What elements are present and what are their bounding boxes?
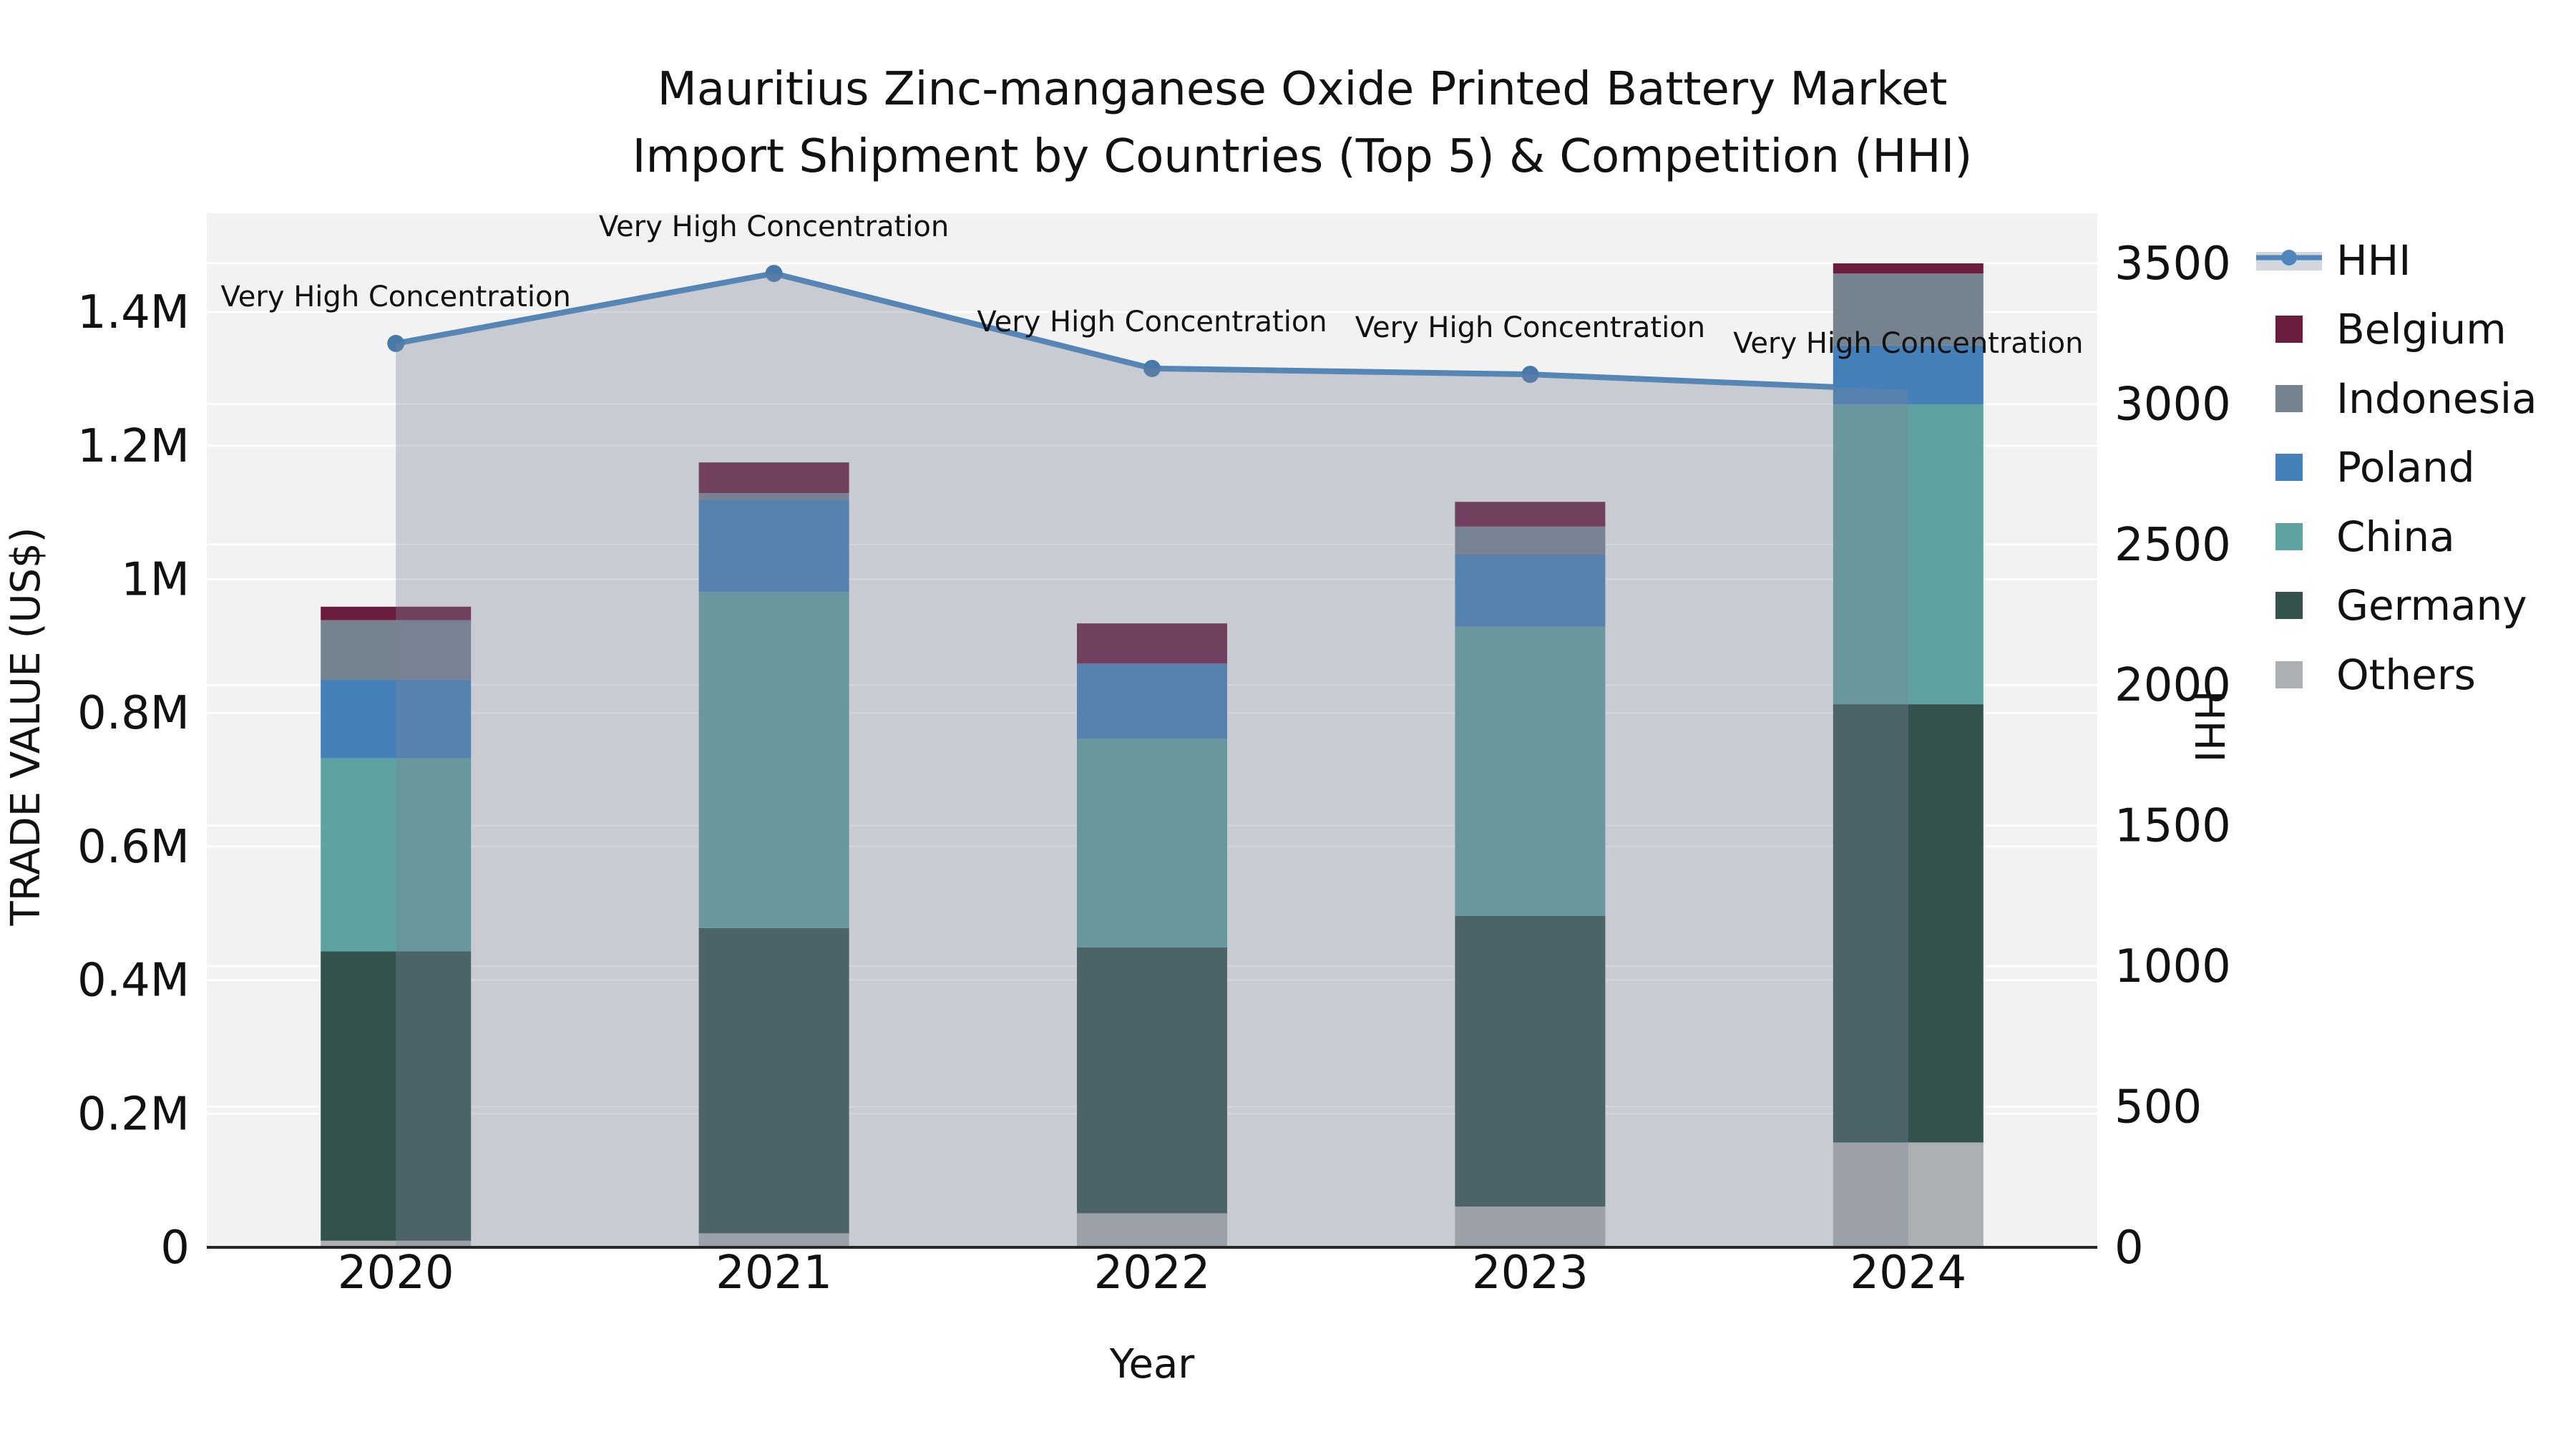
x-axis-label: Year [1109, 1341, 1196, 1388]
legend-label-hhi: HHI [2336, 236, 2411, 285]
y-left-tick-label: 1.2M [77, 420, 190, 473]
bar-segment-china-2023 [1455, 626, 1606, 917]
hhi-area-group [396, 273, 1908, 1248]
legend-swatch-indonesia [2275, 385, 2303, 412]
bar-segment-others-2024 [1833, 1142, 1984, 1247]
legend-item-germany: Germany [2275, 581, 2527, 630]
bar-segment-indonesia-2024 [1833, 273, 1984, 346]
annotation-2021: Very High Concentration [599, 210, 949, 243]
bar-segment-others-2022 [1077, 1213, 1227, 1247]
legend-item-indonesia: Indonesia [2275, 374, 2537, 423]
bars-group [321, 263, 1984, 1247]
bar-segment-china-2021 [698, 592, 849, 928]
x-tick-label: 2022 [1094, 1247, 1211, 1300]
y-left-tick-label: 0.2M [77, 1088, 190, 1141]
bar-segment-poland-2020 [321, 679, 472, 759]
bar-segment-germany-2022 [1077, 947, 1227, 1214]
y-right-tick-label: 2500 [2114, 519, 2231, 572]
hhi-marker-2020 [387, 334, 405, 352]
bar-segment-germany-2020 [321, 951, 472, 1241]
bar-segment-poland-2023 [1455, 554, 1606, 627]
bar-segment-indonesia-2020 [321, 620, 472, 680]
legend-item-others: Others [2275, 651, 2476, 699]
hhi-marker-2022 [1143, 359, 1161, 377]
bar-segment-others-2021 [698, 1233, 849, 1247]
y-left-axis-label: TRADE VALUE (US$) [3, 527, 49, 927]
x-tick-label: 2020 [338, 1247, 454, 1300]
legend-swatch-belgium [2275, 316, 2303, 343]
x-tick-label: 2024 [1850, 1247, 1966, 1300]
legend-swatch-china [2275, 523, 2303, 550]
hhi-marker-2021 [765, 265, 783, 283]
chart-title-line1: Mauritius Zinc-manganese Oxide Printed B… [658, 63, 1948, 116]
bar-segment-poland-2024 [1833, 345, 1984, 404]
hhi-marker-2023 [1521, 366, 1539, 384]
y-right-tick-label: 1000 [2114, 940, 2231, 993]
legend-label-poland: Poland [2336, 443, 2475, 492]
annotation-2022: Very High Concentration [977, 306, 1327, 338]
bar-segment-china-2024 [1833, 404, 1984, 705]
legend-label-china: China [2336, 512, 2455, 561]
y-left-tick-label: 1.4M [77, 286, 190, 339]
bar-segment-germany-2021 [698, 927, 849, 1234]
annotation-2020: Very High Concentration [221, 281, 571, 313]
legend: HHI Belgium Indonesia Poland China Germany Oth… [2256, 236, 2537, 699]
bar-segment-belgium-2022 [1077, 623, 1227, 664]
bar-segment-belgium-2021 [698, 462, 849, 494]
y-left-tick-label: 0.8M [77, 687, 190, 740]
x-tick-label: 2023 [1472, 1247, 1589, 1300]
y-right-axis-label: HHI [2185, 691, 2232, 763]
y-right-tick-label: 2000 [2114, 659, 2231, 712]
legend-swatch-others [2275, 661, 2303, 688]
bar-segment-belgium-2023 [1455, 502, 1606, 527]
legend-swatch-germany [2275, 592, 2303, 619]
bar-segment-poland-2022 [1077, 663, 1227, 739]
bar-segment-belgium-2020 [321, 606, 472, 620]
y-left-tick-label: 1M [121, 554, 190, 607]
bar-segment-china-2020 [321, 758, 472, 952]
legend-label-germany: Germany [2336, 581, 2527, 630]
legend-item-belgium: Belgium [2275, 305, 2507, 354]
legend-item-hhi: HHI [2256, 236, 2411, 285]
x-tick-label: 2021 [716, 1247, 832, 1300]
bar-segment-indonesia-2021 [698, 493, 849, 500]
legend-hhi-marker [2281, 250, 2297, 265]
y-right-tick-label: 3000 [2114, 378, 2231, 431]
legend-label-others: Others [2336, 651, 2476, 699]
bar-segment-belgium-2024 [1833, 263, 1984, 274]
y-left-tick-label: 0.4M [77, 955, 190, 1008]
legend-label-belgium: Belgium [2336, 305, 2507, 354]
y-right-tick-label: 1500 [2114, 800, 2231, 853]
bar-segment-others-2023 [1455, 1207, 1606, 1247]
legend-item-poland: Poland [2275, 443, 2475, 492]
annotation-2023: Very High Concentration [1355, 311, 1705, 344]
tick-labels: 0 0.2M 0.4M 0.6M 0.8M 1M 1.2M 1.4M 0 500 1000 1500 2… [77, 238, 2231, 1300]
bar-segment-poland-2021 [698, 500, 849, 593]
bar-segment-others-2020 [321, 1240, 472, 1247]
y-left-tick-label: 0.6M [77, 821, 190, 874]
bar-segment-china-2022 [1077, 739, 1227, 947]
legend-swatch-poland [2275, 454, 2303, 481]
hhi-area-fill [396, 273, 1908, 1248]
chart-title-line2: Import Shipment by Countries (Top 5) & C… [633, 130, 1973, 183]
y-right-tick-label: 0 [2114, 1222, 2144, 1275]
bar-segment-germany-2024 [1833, 704, 1984, 1143]
bar-segment-indonesia-2023 [1455, 526, 1606, 555]
y-left-tick-label: 0 [160, 1222, 190, 1275]
legend-label-indonesia: Indonesia [2336, 374, 2537, 423]
annotations: Very High Concentration Very High Concent… [221, 210, 2084, 360]
bar-segment-germany-2023 [1455, 916, 1606, 1207]
y-right-tick-label: 3500 [2114, 238, 2231, 291]
y-right-tick-label: 500 [2114, 1081, 2202, 1134]
annotation-2024: Very High Concentration [1733, 327, 2083, 360]
legend-item-china: China [2275, 512, 2455, 561]
